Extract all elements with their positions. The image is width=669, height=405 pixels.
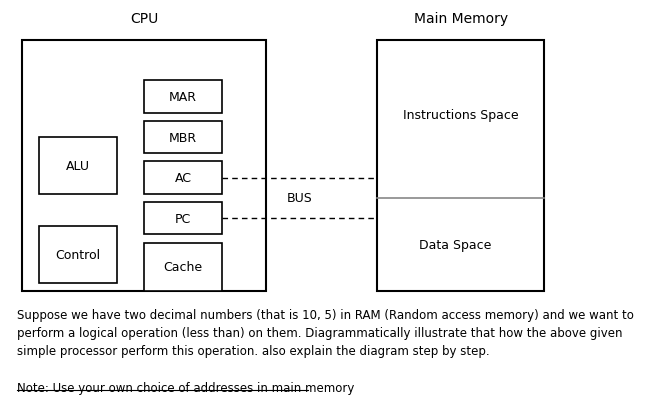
Text: Control: Control [55,249,100,262]
Text: ALU: ALU [66,160,90,173]
Text: PC: PC [175,212,191,225]
Text: AC: AC [175,172,191,185]
FancyBboxPatch shape [145,243,222,292]
Text: Suppose we have two decimal numbers (that is 10, 5) in RAM (Random access memory: Suppose we have two decimal numbers (tha… [17,308,634,357]
Text: Instructions Space: Instructions Space [403,109,518,122]
FancyBboxPatch shape [39,227,116,284]
FancyBboxPatch shape [145,202,222,235]
FancyBboxPatch shape [22,40,266,292]
FancyBboxPatch shape [145,122,222,154]
Text: Data Space: Data Space [419,239,491,252]
Text: MBR: MBR [169,131,197,144]
Text: Note: Use your own choice of addresses in main memory: Note: Use your own choice of addresses i… [17,382,354,394]
Text: MAR: MAR [169,91,197,104]
Text: CPU: CPU [130,13,159,26]
FancyBboxPatch shape [39,138,116,194]
FancyBboxPatch shape [145,162,222,194]
Text: Main Memory: Main Memory [413,13,508,26]
Text: Cache: Cache [164,261,203,274]
FancyBboxPatch shape [377,40,544,292]
Text: BUS: BUS [287,192,312,205]
FancyBboxPatch shape [145,81,222,113]
